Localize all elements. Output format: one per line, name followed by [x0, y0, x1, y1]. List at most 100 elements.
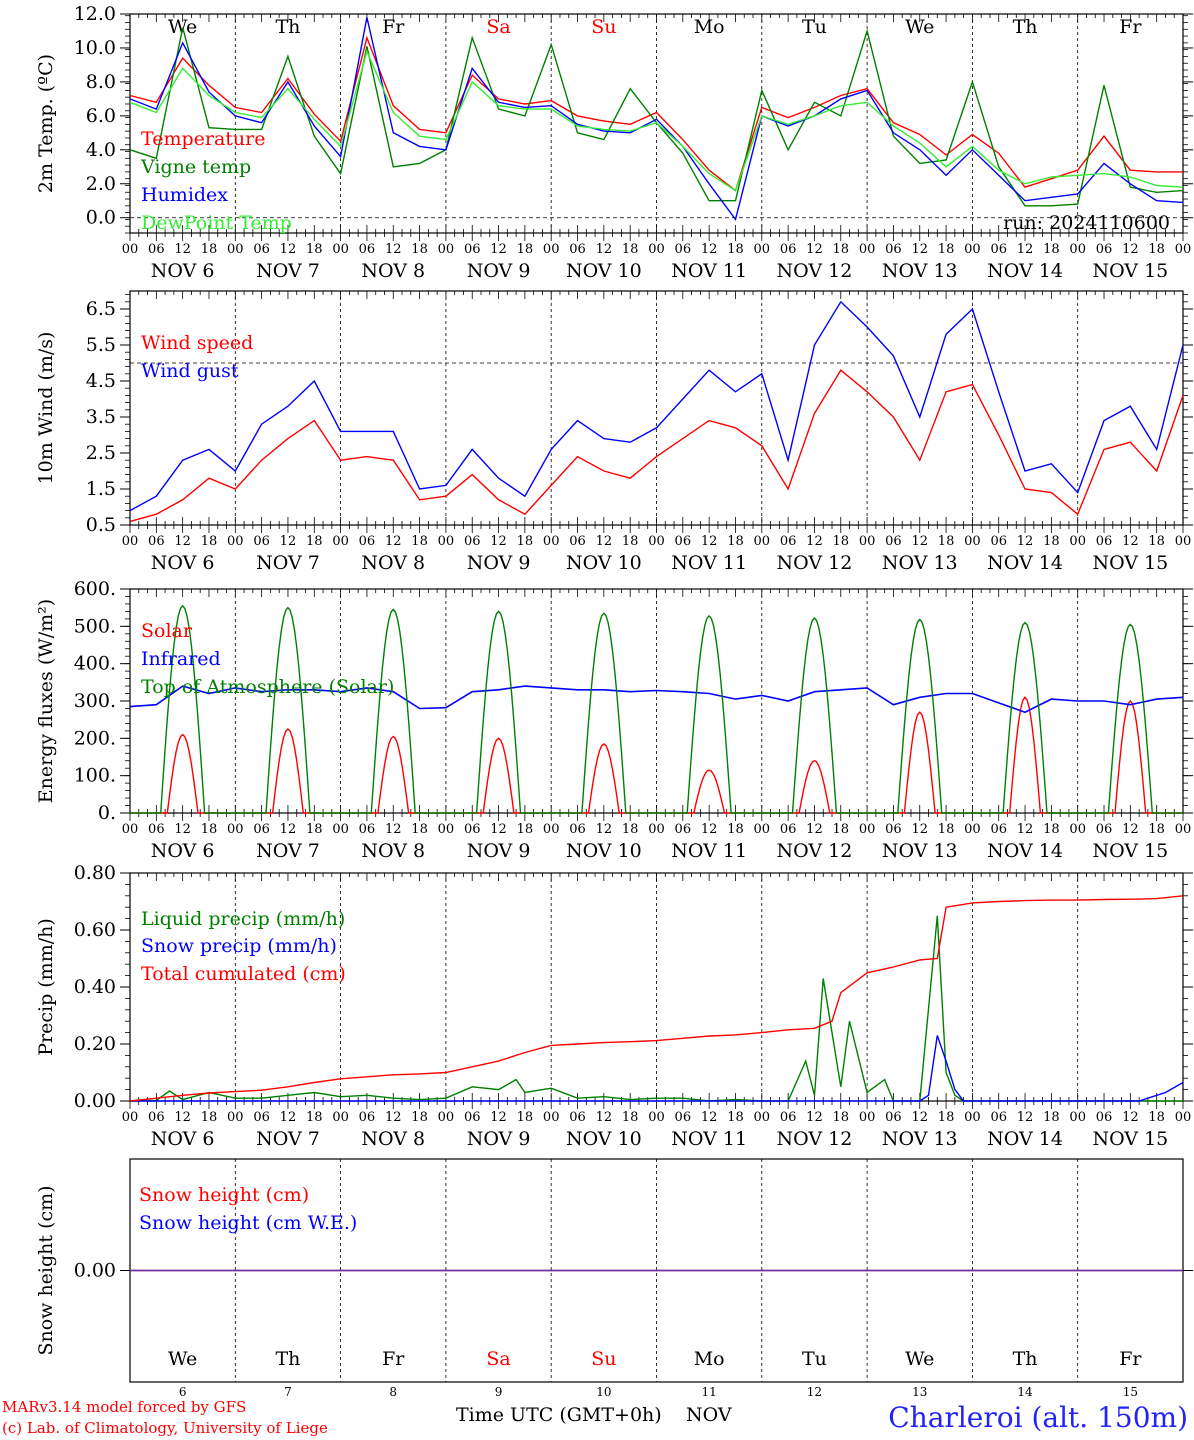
hour-tick-label: 12 — [1122, 822, 1139, 837]
hour-tick-label: 18 — [833, 242, 850, 257]
weekday-label: Mo — [694, 16, 725, 38]
series-line-top-of-atmosphere-solar- — [130, 604, 1183, 814]
hour-tick-label: 12 — [1017, 534, 1034, 549]
hour-tick-label: 00 — [754, 822, 771, 837]
hour-tick-label: 06 — [885, 534, 902, 549]
y-tick-label: 0.00 — [74, 1090, 116, 1112]
hour-tick-label: 12 — [701, 822, 718, 837]
date-label: NOV 10 — [566, 1128, 642, 1150]
hour-tick-label: 06 — [253, 242, 270, 257]
hour-tick-label: 06 — [464, 822, 481, 837]
hour-tick-label: 12 — [385, 534, 402, 549]
hour-tick-label: 18 — [1148, 1110, 1165, 1125]
hour-tick-label: 12 — [490, 242, 507, 257]
hour-tick-label: 00 — [859, 242, 876, 257]
hour-tick-label: 12 — [280, 534, 297, 549]
y-tick-label: 0.60 — [74, 919, 116, 941]
legend-label: Total cumulated (cm) — [141, 963, 346, 985]
date-label: NOV 7 — [256, 552, 320, 574]
hour-tick-label: 00 — [122, 534, 139, 549]
hour-tick-label: 00 — [648, 1110, 665, 1125]
hour-tick-label: 12 — [911, 534, 928, 549]
hour-tick-label: 00 — [227, 242, 244, 257]
weekday-label: Th — [275, 1348, 300, 1370]
y-axis-title: 10m Wind (m/s) — [35, 332, 57, 485]
hour-tick-label: 12 — [596, 1110, 613, 1125]
weekday-label: We — [905, 1348, 934, 1370]
hour-tick-label: 06 — [780, 242, 797, 257]
hour-tick-label: 06 — [1096, 242, 1113, 257]
series-line-temperature — [129, 35, 1183, 192]
hour-tick-label: 00 — [754, 242, 771, 257]
hour-tick-label: 06 — [253, 534, 270, 549]
date-label: NOV 8 — [361, 840, 425, 862]
hour-tick-label: 18 — [1148, 822, 1165, 837]
series-line-wind-gust — [129, 300, 1184, 512]
hour-tick-label: 12 — [596, 822, 613, 837]
hour-tick-label: 06 — [464, 1110, 481, 1125]
legend-label: Top of Atmosphere (Solar) — [141, 676, 394, 698]
hour-tick-label: 12 — [385, 242, 402, 257]
hour-tick-label: 06 — [569, 822, 586, 837]
legend-label: Infrared — [141, 648, 221, 670]
hour-tick-label: 06 — [675, 1110, 692, 1125]
hour-tick-label: 06 — [569, 242, 586, 257]
y-tick-label: 3.5 — [86, 406, 116, 428]
hour-tick-label: 18 — [727, 1110, 744, 1125]
legend-label: Wind speed — [141, 332, 253, 354]
legend-label: Snow height (cm) — [139, 1184, 309, 1206]
chart-panel-2: 6.5 5.5 4.5 3.5 2.5 1.5 0.5 10m Wind (m/s) 00 06 1… — [35, 290, 1193, 574]
hour-tick-label: 06 — [464, 242, 481, 257]
date-label: NOV 15 — [1092, 552, 1168, 574]
y-tick-label: 0.0 — [86, 207, 116, 229]
date-label: NOV 9 — [467, 552, 531, 574]
hour-tick-label: 12 — [174, 242, 191, 257]
hour-tick-label: 06 — [148, 1110, 165, 1125]
weekday-label: We — [905, 16, 934, 38]
hour-tick-label: 00 — [438, 242, 455, 257]
date-label: NOV 8 — [361, 260, 425, 282]
date-label: NOV 6 — [151, 552, 215, 574]
hour-tick-label: 12 — [911, 242, 928, 257]
station-title: Charleroi (alt. 150m) — [888, 1401, 1188, 1434]
hour-tick-label: 00 — [648, 822, 665, 837]
hour-tick-label: 00 — [438, 1110, 455, 1125]
weekday-label: Su — [591, 1348, 616, 1370]
hour-tick-label: 00 — [964, 822, 981, 837]
hour-tick-label: 06 — [148, 534, 165, 549]
hour-tick-label: 18 — [201, 242, 218, 257]
hour-tick-label: 00 — [543, 242, 560, 257]
weekday-label: Mo — [694, 1348, 725, 1370]
date-label: NOV 14 — [987, 840, 1063, 862]
hour-tick-label: 18 — [201, 1110, 218, 1125]
hour-tick-label: 18 — [201, 534, 218, 549]
day-number-label: 7 — [284, 1385, 292, 1399]
hour-tick-label: 12 — [701, 242, 718, 257]
hour-tick-label: 00 — [1175, 534, 1192, 549]
hour-tick-label: 00 — [754, 534, 771, 549]
y-tick-label: 300. — [74, 690, 116, 712]
day-number-label: 14 — [1017, 1385, 1033, 1399]
y-tick-label: 4.0 — [86, 139, 116, 161]
series-line-total-cumulated-cm- — [129, 895, 1184, 1102]
series-line-dewpoint-temp — [129, 49, 1184, 192]
date-label: NOV 9 — [467, 1128, 531, 1150]
hour-tick-label: 00 — [332, 1110, 349, 1125]
date-label: NOV 14 — [987, 1128, 1063, 1150]
hour-tick-label: 12 — [596, 534, 613, 549]
hour-tick-label: 18 — [201, 822, 218, 837]
hour-tick-label: 18 — [1043, 534, 1060, 549]
hour-tick-label: 12 — [280, 242, 297, 257]
hour-tick-label: 12 — [911, 1110, 928, 1125]
hour-tick-label: 18 — [938, 822, 955, 837]
hour-tick-label: 00 — [543, 534, 560, 549]
legend-label: Temperature — [141, 128, 265, 150]
date-label: NOV 10 — [566, 840, 642, 862]
y-tick-label: 2.0 — [86, 173, 116, 195]
day-number-label: 15 — [1123, 1385, 1138, 1399]
hour-tick-label: 18 — [938, 242, 955, 257]
hour-tick-label: 06 — [253, 822, 270, 837]
date-label: NOV 6 — [151, 840, 215, 862]
day-number-label: 9 — [495, 1385, 503, 1399]
hour-tick-label: 06 — [359, 534, 376, 549]
